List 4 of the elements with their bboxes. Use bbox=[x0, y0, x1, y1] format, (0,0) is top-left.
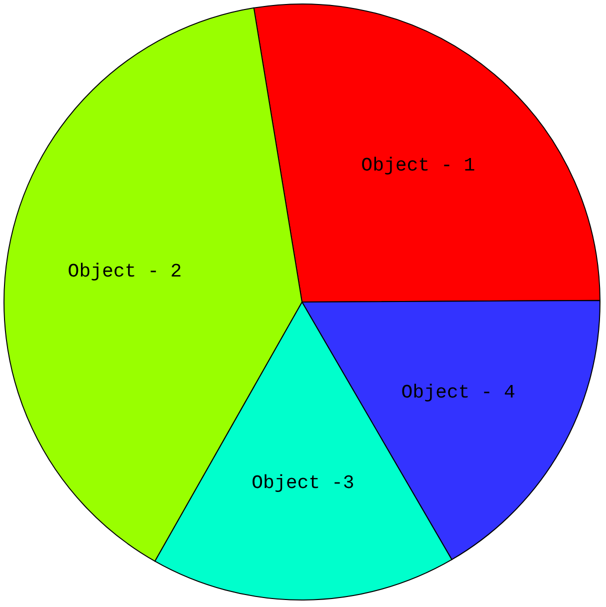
slice-label: Object -3 bbox=[252, 472, 354, 494]
slice-label: Object - 1 bbox=[361, 154, 476, 177]
slice-label: Object - 4 bbox=[401, 381, 516, 404]
slice-label: Object - 2 bbox=[68, 260, 182, 282]
